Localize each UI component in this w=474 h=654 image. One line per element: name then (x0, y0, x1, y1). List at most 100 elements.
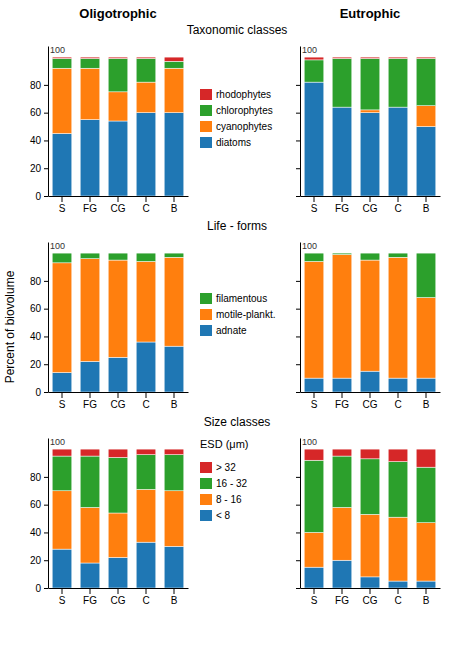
bar-segment (332, 449, 352, 456)
bar-segment (52, 253, 72, 263)
y-tick-mark (44, 588, 48, 589)
bars (52, 253, 184, 392)
bar-segment (80, 68, 100, 119)
y-tick-label: 60 (30, 499, 42, 510)
x-axis: SFGCGCB (49, 588, 189, 606)
bar-series (304, 449, 436, 467)
legend-swatch (200, 89, 212, 100)
bar-segment (388, 253, 408, 257)
x-tick: FG (335, 588, 349, 606)
x-tick-label: S (311, 203, 318, 214)
bar-segment (416, 253, 436, 297)
bar-segment (388, 59, 408, 108)
bar-segment (136, 455, 156, 490)
legend: ESD (μm)> 3216 - 328 - 16< 8 (200, 438, 249, 521)
bar-series (52, 59, 184, 92)
bar-segment (164, 546, 184, 588)
x-tick-mark (398, 588, 399, 594)
y-tick (296, 113, 300, 114)
legend-item: diatoms (200, 137, 251, 148)
x-tick: B (423, 392, 430, 410)
y-tick: 40 (30, 331, 48, 342)
x-tick: S (59, 392, 66, 410)
legend-item: 16 - 32 (200, 478, 248, 489)
bar-series (304, 253, 436, 297)
x-tick: C (142, 392, 149, 410)
x-tick-label: S (59, 203, 66, 214)
y-tick-label: 40 (30, 527, 42, 538)
chart-panel: SFGCGCB020406080100 (30, 45, 189, 214)
legend-item: chlorophytes (200, 105, 273, 116)
x-tick: CG (111, 588, 126, 606)
y-tick-label: 40 (30, 331, 42, 342)
bars (304, 449, 436, 588)
y-tick-mark (296, 532, 300, 533)
y-tick-mark (296, 336, 300, 337)
bars (304, 253, 436, 392)
bar-segment (416, 449, 436, 467)
x-tick-mark (426, 392, 427, 398)
annotation: 100 (50, 241, 65, 251)
bar-segment (388, 257, 408, 378)
y-tick-mark (296, 588, 300, 589)
bar-segment (304, 57, 324, 60)
bar-segment (164, 253, 184, 257)
bar-series (52, 455, 184, 513)
bar-segment (52, 134, 72, 197)
legend-label: chlorophytes (216, 105, 273, 116)
y-tick: 60 (30, 499, 48, 510)
legend-label: 8 - 16 (216, 494, 242, 505)
bar-segment (80, 59, 100, 69)
bar-segment (52, 449, 72, 456)
bar-segment (416, 378, 436, 392)
legend: rhodophyteschlorophytescyanophytesdiatom… (200, 89, 273, 148)
bar-segment (108, 253, 128, 260)
x-tick-mark (90, 196, 91, 202)
bar-segment (360, 59, 380, 110)
y-tick: 20 (30, 359, 48, 370)
y-tick-mark (44, 281, 48, 282)
y-axis-line (300, 243, 301, 393)
x-tick-label: B (171, 203, 178, 214)
bar-segment (80, 120, 100, 196)
y-tick-mark (296, 309, 300, 310)
legend-label: > 32 (216, 462, 236, 473)
y-tick: 0 (35, 387, 48, 398)
bars (304, 57, 436, 196)
x-tick-mark (174, 392, 175, 398)
bar-segment (164, 57, 184, 61)
y-tick-mark (44, 85, 48, 86)
x-tick: B (423, 196, 430, 214)
bar-segment (108, 59, 128, 92)
bar-segment (136, 261, 156, 342)
chart-panel: SFGCGCB020406080100 (30, 437, 189, 606)
bar-segment (416, 467, 436, 523)
y-tick (296, 168, 300, 169)
legend-swatch (200, 121, 212, 132)
bar-segment (52, 68, 72, 133)
x-tick-mark (118, 196, 119, 202)
y-tick-mark (44, 560, 48, 561)
bar-segment (304, 532, 324, 567)
y-axis-line (48, 243, 49, 393)
bar-segment (388, 581, 408, 588)
bar-segment (304, 378, 324, 392)
x-tick-label: C (142, 399, 149, 410)
bar-segment (136, 489, 156, 542)
bar-segment (136, 82, 156, 113)
bar-segment (388, 449, 408, 462)
bar-segment (108, 449, 128, 457)
bar-segment (136, 57, 156, 58)
row-title: Taxonomic classes (187, 23, 288, 37)
bar-segment (416, 57, 436, 58)
bar-segment (416, 298, 436, 379)
x-tick: B (171, 392, 178, 410)
legend-swatch (200, 293, 212, 304)
x-tick-mark (426, 588, 427, 594)
bar-segment (52, 373, 72, 392)
y-axis: 020406080 (30, 439, 49, 594)
chart-panel: SFGCGCB100 (296, 241, 441, 410)
y-tick-mark (296, 392, 300, 393)
y-tick-mark (296, 364, 300, 365)
legend-swatch (200, 137, 212, 148)
